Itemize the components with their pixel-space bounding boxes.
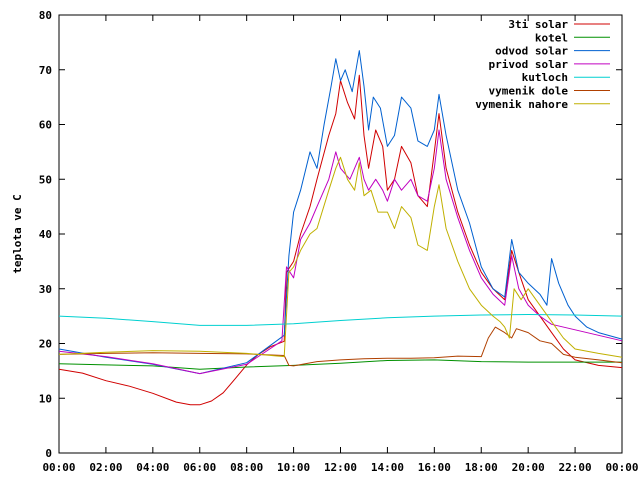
x-tick-label: 00:00 (42, 461, 75, 474)
legend-label: privod solar (489, 58, 569, 71)
legend-label: vymenik nahore (475, 98, 568, 111)
series-line-3ti-solar (58, 74, 623, 406)
y-tick-label: 10 (39, 392, 52, 405)
axis-tick-labels: 00:00 02:00 04:00 06:00 08:00 10:00 12:00 14:00… (39, 9, 639, 474)
x-tick-label: 22:00 (559, 461, 592, 474)
y-tick-label: 80 (39, 9, 52, 22)
x-tick-label: 10:00 (277, 461, 310, 474)
axis-ticks (58, 14, 623, 454)
x-tick-label: 18:00 (465, 461, 498, 474)
x-tick-label: 08:00 (230, 461, 263, 474)
series-line-vymenik-nahore (58, 156, 623, 358)
legend-label: kotel (535, 31, 568, 44)
series-line-kutloch (58, 314, 623, 326)
legend-label: vymenik dole (489, 85, 569, 98)
series-line-vymenik-dole (58, 326, 623, 367)
y-tick-label: 50 (39, 173, 52, 186)
series-line-odvod-solar (58, 50, 623, 375)
x-tick-label: 16:00 (418, 461, 451, 474)
legend-label: kutloch (522, 71, 568, 84)
x-tick-label: 12:00 (324, 461, 357, 474)
y-tick-label: 20 (39, 338, 52, 351)
series-line-privod-solar (58, 129, 623, 375)
x-tick-label: 20:00 (512, 461, 545, 474)
series-lines (58, 50, 623, 406)
x-tick-label: 00:00 (605, 461, 638, 474)
y-tick-label: 30 (39, 283, 52, 296)
x-tick-label: 14:00 (371, 461, 404, 474)
legend-label: odvod solar (495, 45, 568, 58)
y-axis-label: teplota ve C (11, 194, 24, 273)
x-tick-label: 04:00 (136, 461, 169, 474)
x-tick-label: 06:00 (183, 461, 216, 474)
y-tick-label: 40 (39, 228, 52, 241)
y-tick-label: 70 (39, 64, 52, 77)
x-tick-label: 02:00 (89, 461, 122, 474)
legend-label: 3ti solar (508, 18, 568, 31)
series-line-kotel (58, 359, 622, 370)
y-tick-label: 0 (45, 447, 52, 460)
y-tick-label: 60 (39, 119, 52, 132)
